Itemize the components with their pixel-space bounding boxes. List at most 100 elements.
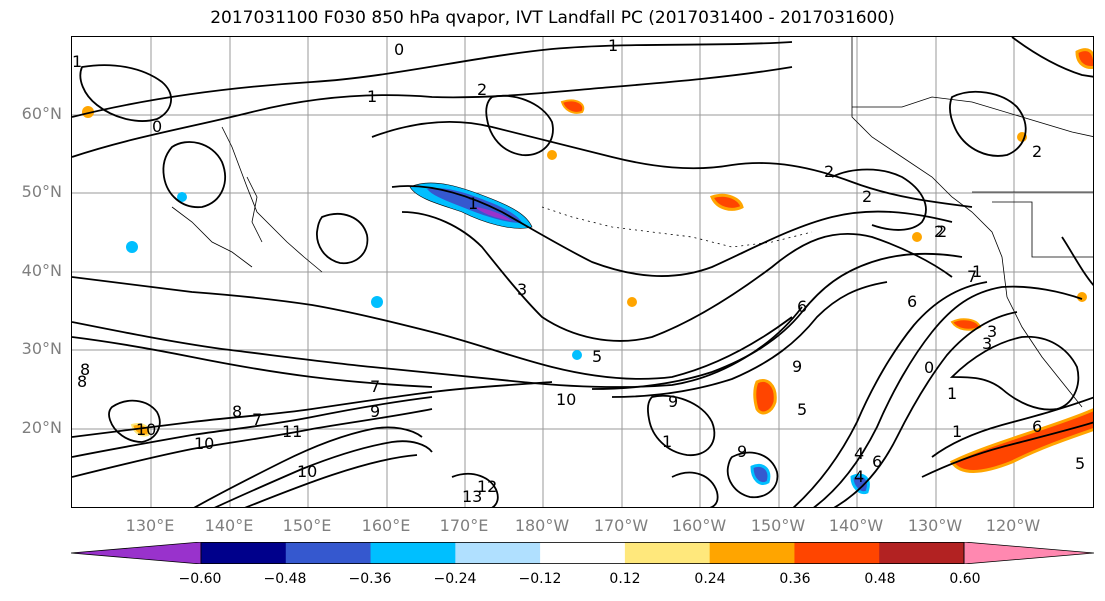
lon-label-170e: 170°E (439, 516, 489, 535)
colorbar-extend-high (963, 542, 1094, 564)
contour-line (726, 451, 779, 499)
coastline-korea (171, 206, 253, 268)
coastlines (171, 37, 1093, 408)
lon-label-140w: 140°W (828, 516, 884, 535)
coastline-north-america (851, 37, 1083, 408)
contour-label: 9 (737, 442, 747, 461)
contour-line (72, 408, 433, 478)
map-panel: 1 2 0 2 1 1 2 2 1 0 1 3 3 5 8 9 9 7 8 9 (71, 36, 1094, 508)
contour-label: 3 (987, 322, 997, 341)
contour-line (193, 426, 423, 507)
contour-label: 9 (792, 357, 802, 376)
colorbar-segment (455, 542, 541, 564)
contour-label: 4 (854, 444, 864, 463)
contour-line (371, 120, 973, 208)
contour-line (813, 285, 1083, 507)
contour-label: 5 (592, 347, 602, 366)
lon-label-150e: 150°E (282, 516, 332, 535)
colorbar-tick-label: −0.24 (433, 571, 477, 587)
negative-blob (177, 192, 187, 202)
colorbar-tick-label: −0.60 (178, 571, 222, 587)
contour-line (244, 454, 418, 507)
positive-blob (1077, 292, 1087, 302)
colorbar-tick-label: 0.36 (779, 571, 811, 587)
contour-line (1061, 236, 1093, 286)
positive-blob (547, 150, 557, 160)
contour-label: 1 (468, 194, 478, 213)
contour-labels: 1 2 0 2 1 1 2 2 1 0 1 3 3 5 8 9 9 7 8 9 (72, 37, 1085, 506)
colorbar (71, 542, 1094, 564)
contour-label: 9 (370, 402, 380, 421)
contour-label: 2 (862, 187, 872, 206)
positive-anomaly-north-edge (1075, 48, 1093, 69)
colorbar-segment (624, 542, 711, 564)
positive-anomaly-hawaii-north (753, 379, 777, 415)
contour-label: 1 (952, 422, 962, 441)
lat-label-30n: 30°N (21, 339, 62, 358)
positive-anomaly-bering (560, 99, 585, 114)
contour-label: 8 (80, 360, 90, 379)
lon-label-160e: 160°E (361, 516, 411, 535)
contour-line (401, 211, 953, 342)
contour-label: 9 (668, 392, 678, 411)
contour-label: 1 (947, 384, 957, 403)
coastline-japan (246, 176, 263, 243)
lat-label-60n: 60°N (21, 104, 62, 123)
state-borders (992, 201, 1093, 258)
negative-blob (572, 350, 582, 360)
contour-label: 5 (797, 400, 807, 419)
contour-line (921, 421, 1093, 478)
contour-label: 4 (854, 467, 864, 486)
lat-label-50n: 50°N (21, 182, 62, 201)
colorbar-extend-low (71, 542, 202, 564)
colorbar-tick-label: −0.48 (263, 571, 307, 587)
contour-line (485, 94, 554, 156)
colorbar-tick-label: 0.48 (864, 571, 896, 587)
lat-label-40n: 40°N (21, 261, 62, 280)
colorbar-segment (370, 542, 456, 564)
contour-label: 11 (282, 422, 302, 441)
contour-label: 6 (872, 452, 882, 471)
contour-label: 1 (662, 432, 672, 451)
contour-line (949, 335, 1080, 411)
contour-line (162, 141, 226, 208)
contour-label: 2 (1032, 142, 1042, 161)
figure-title: 2017031100 F030 850 hPa qvapor, IVT Land… (210, 8, 895, 28)
contour-label: 0 (152, 117, 162, 136)
lon-label-140e: 140°E (204, 516, 254, 535)
contour-label: 7 (370, 377, 380, 396)
contour-label: 3 (517, 280, 527, 299)
contours (72, 37, 1093, 507)
contour-label: 8 (77, 372, 87, 391)
positive-anomaly-gulf-alaska (709, 193, 744, 211)
contour-line (833, 311, 1018, 507)
contour-label: 2 (934, 222, 944, 241)
contour-label: 3 (982, 334, 992, 353)
contour-line (214, 440, 433, 507)
contour-label: 10 (136, 420, 156, 439)
contour-label: 10 (556, 390, 576, 409)
lon-label-170w: 170°W (593, 516, 649, 535)
positive-anomaly-west (130, 423, 150, 437)
positive-blob (627, 297, 637, 307)
contour-label: 7 (967, 267, 977, 286)
contour-line (1011, 37, 1093, 78)
coastline-aleutians (541, 206, 813, 248)
contour-line (647, 394, 716, 456)
contour-label: 1 (608, 37, 618, 55)
contour-label: 2 (477, 80, 487, 99)
contour-line (591, 252, 963, 390)
negative-blob (371, 296, 383, 308)
lon-label-120w: 120°W (985, 516, 1041, 535)
colorbar-segment (201, 542, 287, 564)
contour-line (72, 41, 793, 118)
contour-label: 13 (462, 487, 482, 506)
contour-label: 2 (937, 222, 947, 241)
colorbar-tick-label: −0.12 (518, 571, 562, 587)
contour-line (72, 396, 433, 458)
colorbar-segment (540, 542, 626, 564)
lon-label-160w: 160°W (671, 516, 727, 535)
colorbar-tick-label: 0.12 (609, 571, 641, 587)
colorbar-outline (200, 542, 965, 564)
